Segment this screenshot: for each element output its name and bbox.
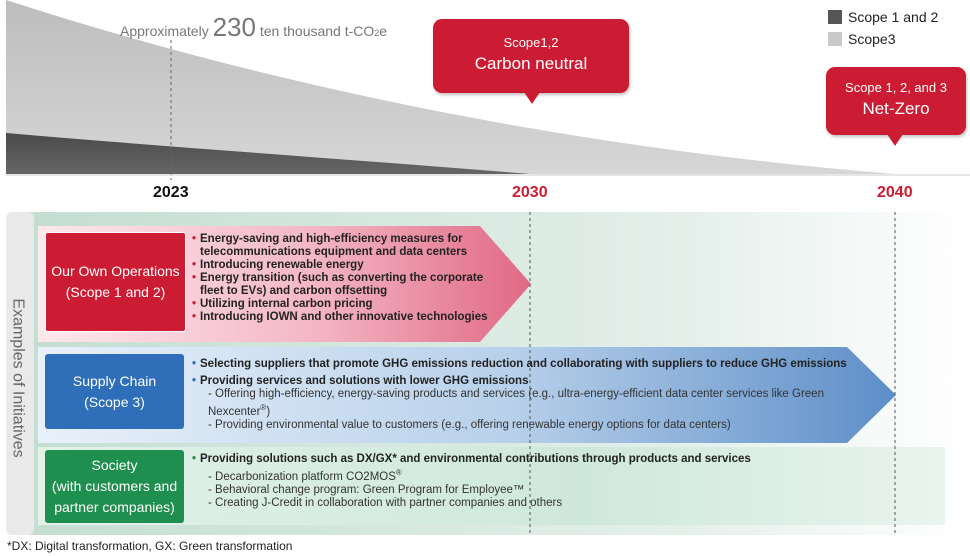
callout-2040-line2: Net-Zero: [862, 99, 930, 118]
callout-2040-pointer: [887, 134, 903, 146]
legend-swatch-light: [828, 32, 842, 46]
legend: Scope 1 and 2 Scope3: [828, 6, 938, 50]
footnote: *DX: Digital transformation, GX: Green t…: [7, 539, 293, 553]
list-item: Energy-saving and high-efficiency measur…: [192, 233, 492, 259]
emissions-curve-chart: [6, 0, 970, 180]
list-subitem: - Offering high-efficiency, energy-savin…: [192, 388, 872, 419]
emissions-unit-sub: 2: [374, 28, 380, 38]
list-subitem: - Creating J-Credit in collaboration wit…: [208, 496, 563, 509]
callout-2030-line1: Scope1,2: [503, 35, 559, 50]
category-subtitle: (Scope 3): [84, 393, 145, 410]
list-subitem-close: ): [266, 405, 271, 418]
list-item: Providing services and solutions with lo…: [192, 375, 872, 388]
legend-swatch-dark: [828, 10, 842, 24]
list-subitem: - Decarbonization platform CO2MOS®: [192, 466, 792, 484]
category-title: Our Own Operations: [51, 263, 180, 279]
list-subitem-text: - Offering high-efficiency, energy-savin…: [208, 388, 824, 418]
band-society: [38, 447, 945, 525]
callout-2040: Scope 1, 2, and 3 Net-Zero: [826, 67, 966, 135]
callout-2030-pointer: [524, 92, 540, 104]
scope12-area: [6, 133, 530, 174]
legend-item-scope12: Scope 1 and 2: [828, 6, 938, 28]
own-operations-list: Energy-saving and high-efficiency measur…: [192, 233, 492, 324]
examples-side-label: Examples of Initiatives: [4, 213, 32, 543]
category-society: Society (with customers and partner comp…: [45, 450, 184, 523]
emissions-value: 230: [212, 12, 256, 42]
scope3-area: [6, 0, 895, 174]
list-item: Selecting suppliers that promote GHG emi…: [192, 358, 872, 371]
callout-2030: Scope1,2 Carbon neutral: [433, 19, 629, 93]
legend-label: Scope 1 and 2: [848, 9, 939, 25]
arrow-supply: [38, 347, 896, 443]
list-subitem: - Behavioral change program: Green Progr…: [208, 483, 525, 496]
list-item: Providing solutions such as DX/GX* and e…: [192, 453, 792, 466]
list-item: Introducing renewable energy: [192, 259, 492, 272]
list-item: Introducing IOWN and other innovative te…: [192, 311, 492, 324]
side-label-strip: [6, 212, 34, 535]
category-title: Supply Chain: [72, 372, 157, 389]
supply-chain-list: Selecting suppliers that promote GHG emi…: [192, 358, 872, 432]
callout-2040-line1: Scope 1, 2, and 3: [845, 80, 947, 95]
emissions-unit-suffix: e: [379, 23, 388, 39]
society-list: Providing solutions such as DX/GX* and e…: [192, 453, 792, 510]
list-subitem-text: - Decarbonization platform CO2MOS: [208, 470, 396, 483]
list-item: Utilizing internal carbon pricing: [192, 298, 492, 311]
registered-mark: ®: [395, 468, 402, 477]
legend-label: Scope3: [848, 31, 896, 47]
emissions-prefix: Approximately: [120, 23, 209, 39]
legend-item-scope3: Scope3: [828, 28, 938, 50]
emissions-unit-prefix: ten thousand t-CO: [259, 23, 375, 39]
callout-2030-line2: Carbon neutral: [474, 54, 588, 73]
year-2023: 2023: [153, 184, 189, 201]
examples-side-label-text: Examples of Initiatives: [10, 298, 27, 458]
registered-mark: ®: [260, 403, 267, 412]
category-subtitle: (Scope 1 and 2): [65, 284, 166, 300]
category-subtitle: (with customers and: [51, 478, 178, 494]
category-subtitle: partner companies): [54, 499, 175, 515]
year-2040: 2040: [877, 184, 913, 201]
category-supply-chain: Supply Chain (Scope 3): [45, 354, 184, 429]
emissions-total-label: Approximately 230 ten thousand t-CO2e: [120, 12, 387, 43]
list-item: Energy transition (such as converting th…: [192, 272, 492, 298]
year-2030: 2030: [512, 184, 548, 201]
list-subitem: - Providing environmental value to custo…: [208, 418, 731, 431]
category-own-operations: Our Own Operations (Scope 1 and 2): [45, 232, 186, 332]
category-title: Society: [91, 457, 138, 473]
